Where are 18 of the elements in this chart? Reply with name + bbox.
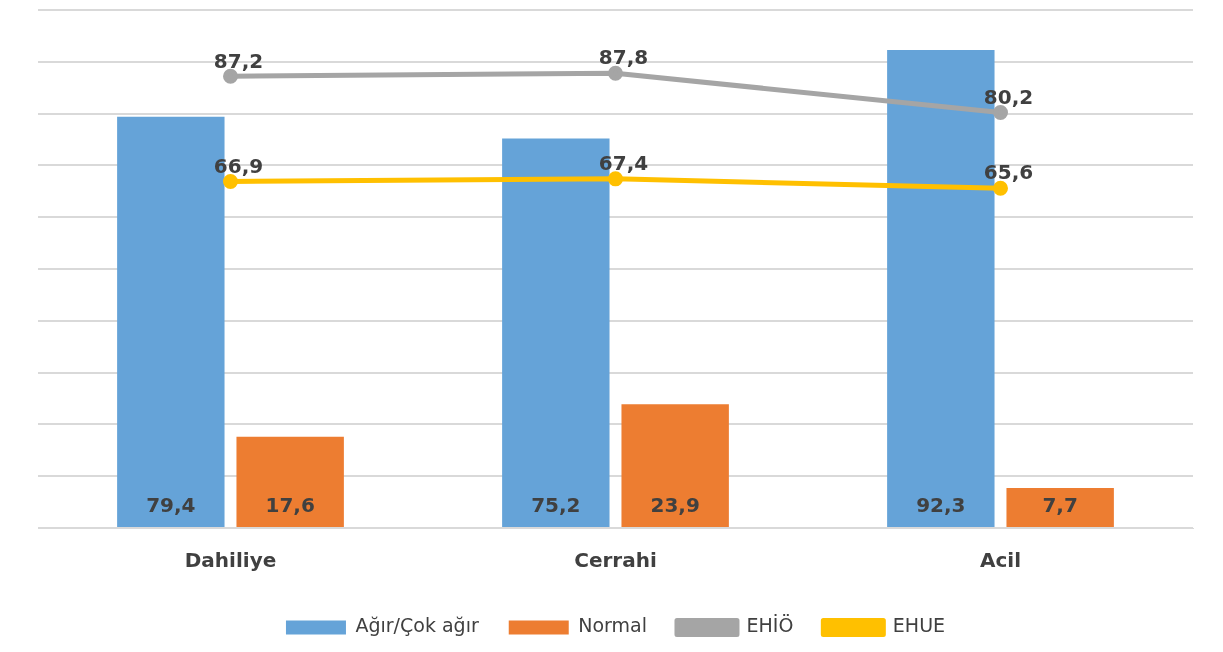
data-label: 23,9 xyxy=(650,493,700,518)
legend-label: EHUE xyxy=(892,614,946,637)
legend-label: Ağır/Çok ağır xyxy=(355,614,479,637)
bar xyxy=(621,404,729,527)
legend-label: Normal xyxy=(578,614,647,637)
data-label: 92,3 xyxy=(916,493,966,518)
x-tick-label: Cerrahi xyxy=(574,548,657,573)
x-tick-label: Dahiliye xyxy=(184,548,277,573)
legend-label: EHİÖ xyxy=(746,614,794,637)
bar xyxy=(236,436,344,527)
data-label: 75,2 xyxy=(531,493,581,518)
data-label: 7,7 xyxy=(1042,493,1078,518)
x-tick-label: Acil xyxy=(979,548,1022,573)
data-label: 87,8 xyxy=(598,45,649,70)
data-label: 87,2 xyxy=(213,48,264,73)
data-label: 79,4 xyxy=(146,493,196,518)
bar xyxy=(1006,488,1114,527)
data-label: 17,6 xyxy=(265,493,315,518)
